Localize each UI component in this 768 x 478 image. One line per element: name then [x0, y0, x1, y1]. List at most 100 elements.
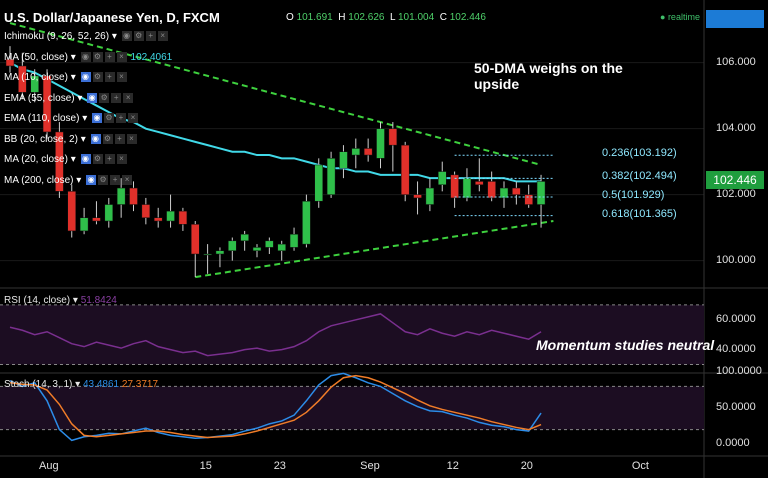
y-tick-label: 60.0000: [716, 312, 756, 325]
y-tick-label: 50.0000: [716, 401, 756, 413]
close-icon[interactable]: ×: [122, 174, 133, 185]
chevron-down-icon[interactable]: ▾: [80, 133, 89, 145]
annotation-momentum: Momentum studies neutral: [536, 337, 715, 353]
close-icon[interactable]: ×: [116, 154, 127, 165]
lower-trendline: [195, 220, 554, 279]
last-price-box: 102.446: [706, 170, 764, 189]
x-tick-label: Sep: [360, 460, 380, 472]
indicator-label: MA (20, close): [4, 154, 71, 165]
chevron-down-icon[interactable]: ▾: [77, 92, 86, 104]
candle-body: [400, 144, 410, 195]
candle-body: [339, 151, 348, 169]
close-icon[interactable]: ×: [116, 72, 127, 83]
gear-icon[interactable]: ⚙: [92, 51, 103, 62]
close-icon[interactable]: ×: [157, 31, 168, 42]
plus-icon[interactable]: +: [145, 31, 156, 42]
candle-body: [524, 194, 533, 205]
fib-label: 0.236(103.192): [602, 147, 677, 160]
y-tick-label: 104.000: [716, 121, 756, 134]
rsi-band-bg: [0, 304, 704, 366]
fib-label: 0.618(101.365): [602, 207, 677, 220]
candle-body: [413, 194, 422, 199]
candle-body: [499, 187, 509, 199]
indicator-value: 102.4061: [130, 51, 173, 63]
candle-body: [252, 247, 262, 251]
candle-body: [425, 187, 435, 205]
plus-icon[interactable]: +: [104, 154, 115, 165]
gear-icon[interactable]: ⚙: [98, 174, 109, 185]
candle-body: [240, 233, 249, 242]
gear-icon[interactable]: ⚙: [92, 154, 103, 165]
indicator-row[interactable]: MA (10, close) ▾ ◉ ⚙ + ×: [4, 72, 127, 83]
x-tick-label: 15: [199, 460, 212, 472]
eye-icon[interactable]: ◉: [80, 51, 91, 62]
close-icon[interactable]: ×: [128, 113, 138, 124]
eye-icon[interactable]: ◉: [80, 72, 91, 83]
chevron-down-icon[interactable]: ▾: [70, 51, 79, 63]
indicator-label: MA (50, close): [4, 51, 71, 63]
plus-icon[interactable]: +: [116, 113, 126, 124]
plus-icon[interactable]: +: [110, 174, 121, 185]
candle-body: [5, 59, 15, 67]
close-icon[interactable]: ×: [126, 133, 137, 144]
close-icon[interactable]: ×: [123, 92, 134, 103]
candle-body: [178, 210, 188, 225]
indicator-row[interactable]: MA (20, close) ▾ ◉ ⚙ + ×: [4, 154, 127, 165]
indicator-row[interactable]: Ichimoku (9, 26, 52, 26) ▾ ◉ ⚙ + ×: [4, 31, 168, 42]
realtime-badge: ● realtime: [660, 12, 700, 22]
eye-icon[interactable]: ◉: [92, 113, 102, 124]
candle-body: [67, 191, 76, 232]
eye-icon[interactable]: ◉: [80, 154, 91, 165]
chevron-down-icon[interactable]: ▾: [70, 154, 79, 165]
chevron-down-icon[interactable]: ▾: [82, 113, 90, 124]
candle-body: [42, 75, 52, 133]
ohlc-readout: O 101.691 H 102.626 L 101.004 C 102.446: [286, 12, 486, 23]
eye-icon[interactable]: ◉: [86, 174, 97, 185]
indicator-row[interactable]: EMA (55, close) ▾ ◉ ⚙ + ×: [4, 92, 134, 104]
indicator-row[interactable]: BB (20, close, 2) ▾ ◉ ⚙ + ×: [4, 134, 137, 145]
candle-body: [116, 187, 126, 205]
indicator-row[interactable]: MA (50, close) ▾ ◉ ⚙ + × 102.4061: [4, 52, 172, 63]
candle-body: [92, 217, 101, 222]
chevron-down-icon[interactable]: ▾: [111, 31, 120, 42]
eye-icon[interactable]: ◉: [90, 133, 101, 144]
annotation-dma: 50-DMA weighs on the upside: [474, 60, 623, 92]
x-tick-label: Aug: [39, 460, 59, 472]
candle-body: [153, 217, 163, 222]
fib-label: 0.382(102.494): [602, 170, 677, 183]
candle-body: [363, 148, 373, 156]
candle-body: [450, 174, 459, 199]
eye-icon[interactable]: ◉: [87, 92, 98, 103]
gear-icon[interactable]: ⚙: [133, 31, 144, 42]
chevron-down-icon[interactable]: ▾: [70, 72, 79, 83]
indicator-label: EMA (110, close): [4, 113, 83, 124]
gear-icon[interactable]: ⚙: [102, 133, 113, 144]
rsi-polyline: [9, 313, 542, 357]
plus-icon[interactable]: +: [104, 51, 115, 62]
stoch-d-polyline: [9, 374, 542, 439]
indicator-label: MA (10, close): [4, 72, 71, 83]
plus-icon[interactable]: +: [114, 133, 125, 144]
x-tick-label: Oct: [631, 460, 649, 472]
candle-body: [228, 240, 237, 251]
stoch-k-polyline: [9, 372, 542, 442]
gear-icon[interactable]: ⚙: [104, 113, 114, 124]
indicator-label: EMA (55, close): [4, 92, 78, 104]
gear-icon[interactable]: ⚙: [92, 72, 103, 83]
y-tick-label: 40.0000: [716, 342, 756, 355]
candle-body: [487, 181, 496, 199]
gear-icon[interactable]: ⚙: [99, 92, 110, 103]
y-tick-label: 100.000: [716, 253, 756, 266]
close-icon[interactable]: ×: [116, 51, 127, 62]
x-tick-label: 23: [273, 460, 286, 472]
plus-icon[interactable]: +: [104, 72, 115, 83]
candle-body: [475, 181, 484, 185]
plus-icon[interactable]: +: [111, 92, 122, 103]
fib-label: 0.5(101.929): [602, 188, 665, 201]
eye-icon[interactable]: ◉: [121, 31, 132, 42]
chevron-down-icon[interactable]: ▾: [76, 174, 85, 186]
indicator-row[interactable]: MA (200, close) ▾ ◉ ⚙ + ×: [4, 174, 133, 186]
indicator-row[interactable]: EMA (110, close) ▾ ◉ ⚙ + ×: [4, 113, 138, 124]
candle-body: [302, 200, 311, 245]
